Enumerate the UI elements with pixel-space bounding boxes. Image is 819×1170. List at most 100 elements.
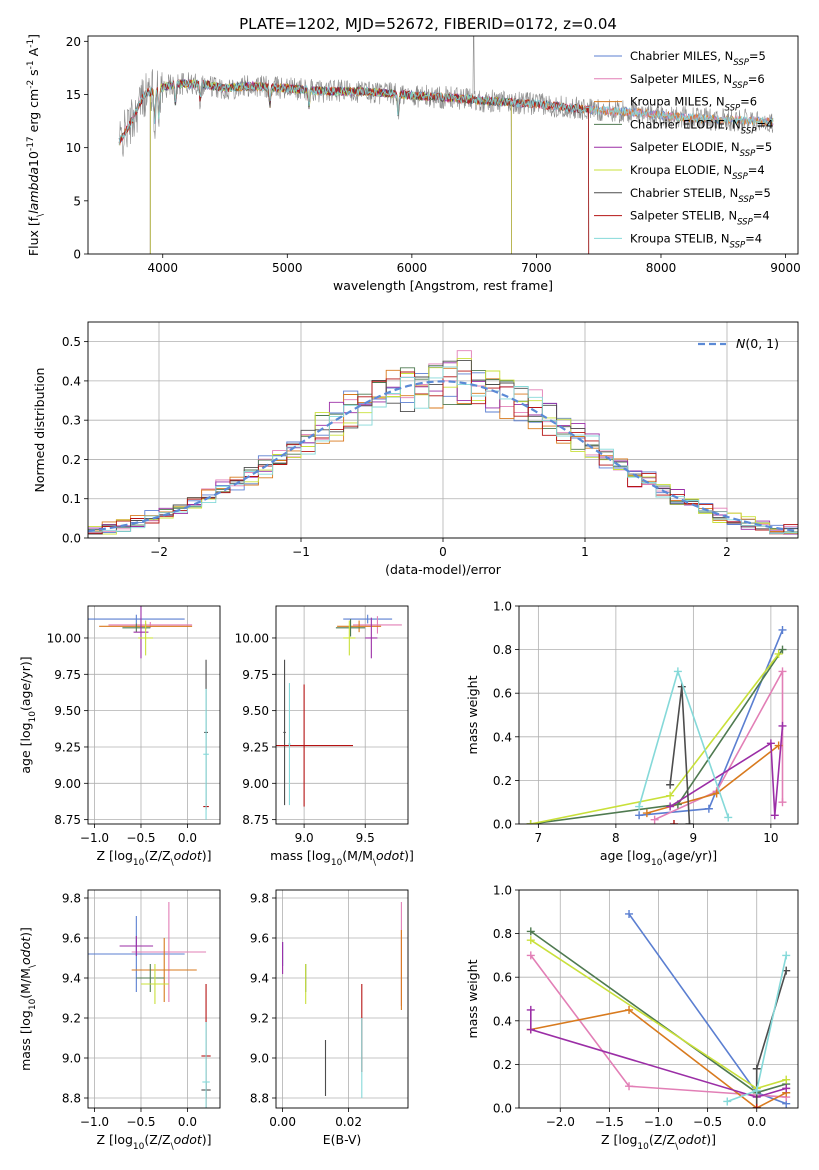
mass-weight-marker (526, 936, 535, 945)
y-tick-label: 10.00 (47, 631, 81, 645)
plot-area-age_vs_Z (88, 606, 209, 820)
y-tick-label: 9.50 (54, 704, 81, 718)
y-tick-label: 9.8 (250, 892, 269, 906)
legend-entry: Chabrier STELIB, NSSP=5 (630, 186, 771, 205)
x-axis-label: Z [log10(Z/Z\odot)] (96, 1132, 211, 1152)
y-tick-label: 9.2 (250, 1012, 269, 1026)
mass-weight-marker (666, 802, 675, 811)
panel-residuals: −2 −1 0 1 2 0.0 0.1 0.2 0.3 0.4 0.5 (data-model)/er… (32, 321, 799, 577)
y-tick-label: 0.6 (493, 971, 512, 985)
plot-area-massweight_vs_Z (526, 909, 791, 1108)
axes-frame (87, 605, 221, 825)
y-axis-label: Flux [f\lambda10-17 erg cm-2 s-1 A-1] (26, 34, 46, 256)
errorbar-point (203, 688, 209, 820)
x-tick-label: 5000 (272, 261, 303, 275)
mass-weight-marker (625, 1082, 634, 1091)
mass-weight-marker (685, 820, 694, 824)
panel-massweight_vs_Z: −2.0 −1.5 −1.0 −0.5 0.0 0.0 0.2 0.4 0.6 0.8 1.0 Z [… (465, 884, 799, 1152)
panel-age_vs_Z: −1.0 −0.5 0.0 8.75 9.00 9.25 9.50 9.75 10.00 Z [l… (18, 605, 221, 868)
x-tick-label: −1.0 (80, 831, 109, 845)
x-axis-label: Z [log10(Z/Z\odot)] (601, 1132, 716, 1152)
mass-weight-marker (752, 1064, 761, 1073)
y-tick-label: 0.5 (62, 335, 81, 349)
x-axis-label: mass [log10(M/M\odot)] (270, 848, 414, 868)
x-tick-label: 6000 (397, 261, 428, 275)
y-tick-label: 0.3 (62, 414, 81, 428)
mass-weight-line (669, 725, 784, 816)
plot-area-residuals (88, 350, 798, 535)
x-tick-label: 9000 (770, 261, 801, 275)
mass-weight-marker (770, 811, 779, 820)
mass-weight-marker (724, 813, 733, 822)
x-axis-label: (data-model)/error (385, 562, 502, 577)
y-tick-label: 0.2 (493, 774, 512, 788)
axes-frame (87, 35, 799, 255)
x-tick-label: 0.00 (269, 1115, 296, 1129)
mass-weight-marker (526, 1025, 535, 1034)
x-tick-label: 4000 (147, 261, 178, 275)
plot-area-age_vs_mass (276, 614, 402, 807)
y-tick-label: 0.4 (62, 374, 81, 388)
errorbar-point (140, 964, 169, 1004)
axes-frame (275, 605, 409, 825)
y-tick-label: 9.00 (242, 777, 269, 791)
errorbar-point (335, 619, 366, 637)
y-tick-label: 8.75 (242, 813, 269, 827)
errorbar-point (283, 659, 286, 806)
mass-weight-marker (778, 798, 787, 807)
y-tick-label: 1.0 (493, 600, 512, 614)
y-tick-label: 9.0 (250, 1052, 269, 1066)
y-tick-label: 9.00 (54, 777, 81, 791)
legend-entry: Chabrier MILES, NSSP=5 (630, 49, 766, 68)
x-tick-label: −1.0 (644, 1115, 673, 1129)
plot-area-spectrum (118, 36, 774, 254)
y-tick-label: 0.8 (493, 927, 512, 941)
y-tick-label: 0.0 (493, 818, 512, 832)
y-tick-label: 8.8 (250, 1092, 269, 1106)
y-tick-label: 9.4 (62, 972, 81, 986)
y-tick-label: 9.2 (62, 1012, 81, 1026)
x-tick-label: −0.5 (693, 1115, 722, 1129)
axes-frame (518, 889, 799, 1109)
mass-weight-marker (778, 721, 787, 730)
y-tick-label: 0.2 (493, 1058, 512, 1072)
mass-weight-line (654, 671, 784, 821)
mass-weight-marker (673, 667, 682, 676)
panel-age_vs_mass: 9.0 9.5 8.75 9.00 9.25 9.50 9.75 10.00 mass [log… (235, 605, 414, 868)
errorbar-point (288, 683, 291, 806)
x-tick-label: −1.0 (80, 1115, 109, 1129)
y-tick-label: 9.25 (242, 740, 269, 754)
mass-weight-marker (704, 804, 713, 813)
x-tick-label: −1 (292, 545, 310, 559)
legend-entry: Chabrier ELODIE, NSSP=4 (630, 117, 773, 136)
y-tick-label: 9.6 (62, 932, 81, 946)
y-tick-label: 0.2 (62, 453, 81, 467)
mass-weight-marker (782, 1075, 791, 1084)
mass-weight-marker (526, 820, 535, 824)
y-axis-label: mass weight (465, 675, 480, 754)
errorbar-point (119, 936, 154, 956)
errorbar-point (131, 938, 197, 1002)
panel-mass_vs_Z: −1.0 −0.5 0.0 8.8 9.0 9.2 9.4 9.6 9.8 Z [log10(Z/… (18, 889, 221, 1152)
x-tick-label: −2.0 (546, 1115, 575, 1129)
x-tick-label: 0.0 (178, 1115, 197, 1129)
y-tick-label: 9.4 (250, 972, 269, 986)
axes-frame (275, 889, 409, 1109)
errorbar-point (276, 684, 353, 807)
axes-frame (87, 889, 221, 1109)
x-tick-label: 0.02 (335, 1115, 362, 1129)
panel-massweight_vs_age: 7 8 9 10 0.0 0.2 0.4 0.6 0.8 1.0 age [log10(age/yr… (465, 600, 799, 868)
x-tick-label: −0.5 (126, 831, 155, 845)
y-tick-label: 9.75 (242, 668, 269, 682)
legend-entry: Kroupa ELODIE, NSSP=4 (630, 163, 765, 182)
mass-weight-marker (666, 780, 675, 789)
mass-weight-marker (650, 815, 659, 824)
x-tick-label: 10 (763, 831, 778, 845)
x-tick-label: 7 (535, 831, 543, 845)
mass-weight-marker (526, 951, 535, 960)
x-axis-label: E(B-V) (323, 1132, 362, 1147)
y-tick-label: 20 (66, 35, 81, 49)
y-tick-label: 8.8 (62, 1092, 81, 1106)
mass-weight-marker (752, 1086, 761, 1095)
y-tick-label: 10 (66, 141, 81, 155)
